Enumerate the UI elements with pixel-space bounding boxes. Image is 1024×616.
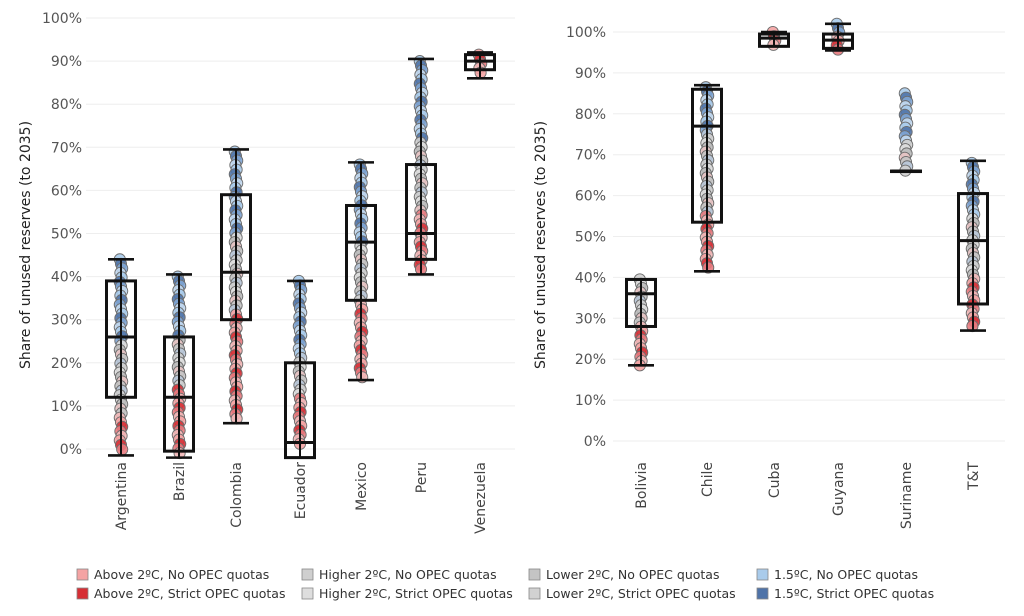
y-tick-label: 40% xyxy=(51,270,82,286)
legend-swatch xyxy=(301,587,314,600)
y-tick-label: 0% xyxy=(584,434,606,450)
y-tick-label: 20% xyxy=(575,352,606,368)
legend-label: Above 2ºC, Strict OPEC quotas xyxy=(94,586,285,601)
x-tick-label: Ecuador xyxy=(293,462,309,519)
y-tick-label: 50% xyxy=(51,227,82,243)
y-tick-label: 70% xyxy=(51,140,82,156)
box-ecuador xyxy=(284,274,316,460)
y-tick-label: 30% xyxy=(51,313,82,329)
box-iqr xyxy=(758,32,790,48)
chart-panel-1: 0% 10% 20% 30% 40% 50% 60% 70% 80% 90% 100% Share o… xyxy=(18,11,515,534)
box-guyana xyxy=(822,17,854,56)
box-iqr xyxy=(163,335,195,453)
x-tick-label: Colombia xyxy=(229,462,245,528)
box-iqr xyxy=(105,279,137,399)
data-point xyxy=(116,443,129,456)
y-tick-label: 100% xyxy=(566,25,606,41)
y-tick-label: 20% xyxy=(51,356,82,372)
y-tick-label: 70% xyxy=(575,148,606,164)
x-tick-label: Cuba xyxy=(767,462,783,498)
box-brazil xyxy=(163,270,195,460)
y-tick-label: 10% xyxy=(575,393,606,409)
box-bolivia xyxy=(625,273,657,372)
x-tick-label: Bolivia xyxy=(634,462,650,509)
y-tick-label: 30% xyxy=(575,311,606,327)
y-tick-label: 0% xyxy=(60,442,82,458)
x-tick-label: Chile xyxy=(700,462,716,497)
legend-swatch xyxy=(528,568,541,581)
legend-swatch xyxy=(756,587,769,600)
box-iqr xyxy=(405,163,437,261)
box-iqr xyxy=(957,192,989,306)
chart-panel-2: 0% 10% 20% 30% 40% 50% 60% 70% 80% 90% 100% Share o… xyxy=(533,17,1005,529)
y-axis-label: Share of unused reserves (to 2035) xyxy=(18,121,34,369)
y-tick-label: 90% xyxy=(575,66,606,82)
legend-swatch xyxy=(756,568,769,581)
box-iqr xyxy=(345,203,377,302)
box-iqr xyxy=(220,193,252,322)
legend-label: Higher 2ºC, Strict OPEC quotas xyxy=(319,586,513,601)
y-tick-label: 80% xyxy=(51,97,82,113)
box-chile xyxy=(691,81,723,274)
y-tick-label: 60% xyxy=(51,183,82,199)
legend-swatch xyxy=(76,587,89,600)
x-tick-label: Brazil xyxy=(172,462,188,501)
legend-label: Above 2ºC, No OPEC quotas xyxy=(94,567,269,582)
box-colombia xyxy=(220,145,252,425)
legend: Above 2ºC, No OPEC quotas Higher 2ºC, No … xyxy=(76,567,934,601)
y-tick-label: 80% xyxy=(575,107,606,123)
box-iqr xyxy=(284,361,316,460)
x-tick-label: Argentina xyxy=(114,462,130,530)
box-cuba xyxy=(758,25,790,51)
x-tick-label: Peru xyxy=(414,462,430,493)
box-peru xyxy=(405,55,437,276)
legend-label: 1.5ºC, No OPEC quotas xyxy=(774,567,918,582)
y-tick-label: 90% xyxy=(51,54,82,70)
legend-swatch xyxy=(528,587,541,600)
legend-label: 1.5ºC, Strict OPEC quotas xyxy=(774,586,934,601)
box-venezuela xyxy=(464,48,496,80)
legend-label: Lower 2ºC, No OPEC quotas xyxy=(546,567,719,582)
y-tick-label: 60% xyxy=(575,189,606,205)
x-tick-label: T&T xyxy=(966,462,982,491)
y-tick-label: 50% xyxy=(575,230,606,246)
legend-label: Higher 2ºC, No OPEC quotas xyxy=(319,567,497,582)
legend-swatch xyxy=(301,568,314,581)
box-t-t xyxy=(957,156,989,333)
y-tick-label: 10% xyxy=(51,399,82,415)
box-iqr xyxy=(625,277,657,328)
x-tick-label: Guyana xyxy=(831,462,847,516)
x-tick-label: Venezuela xyxy=(473,462,489,534)
box-mexico xyxy=(345,158,377,384)
box-suriname xyxy=(890,87,922,177)
x-tick-label: Mexico xyxy=(354,462,370,511)
legend-label: Lower 2ºC, Strict OPEC quotas xyxy=(546,586,736,601)
y-axis-label: Share of unused reserves (to 2035) xyxy=(533,121,549,369)
x-tick-label: Suriname xyxy=(899,462,915,529)
box-iqr xyxy=(691,87,723,224)
legend-swatch xyxy=(76,568,89,581)
y-tick-label: 40% xyxy=(575,270,606,286)
y-tick-label: 100% xyxy=(42,11,82,27)
box-argentina xyxy=(105,253,137,457)
